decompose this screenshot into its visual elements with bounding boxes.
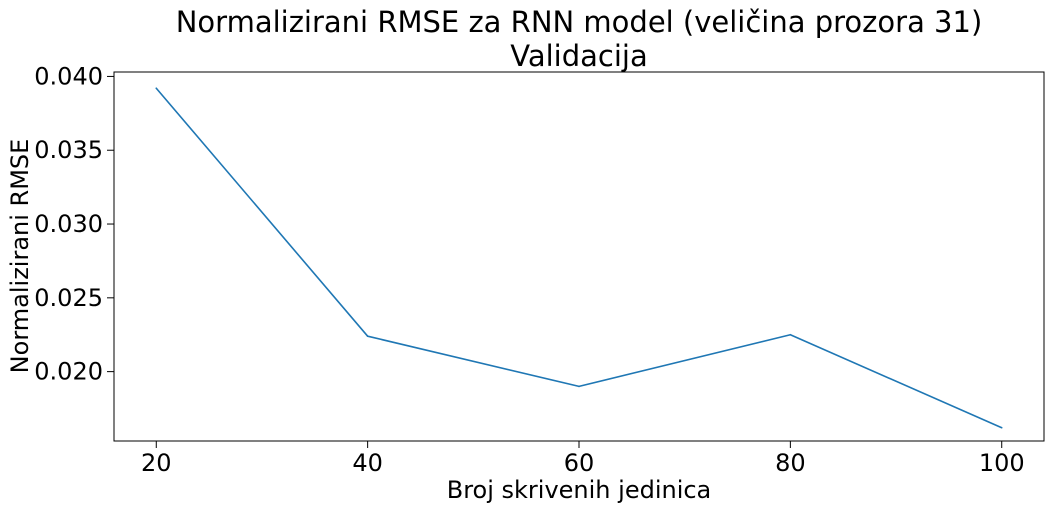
y-tick-label: 0.040 (34, 62, 103, 90)
data-point (366, 335, 369, 338)
data-point (789, 333, 792, 336)
chart-subtitle: Validacija (510, 39, 647, 73)
data-point (578, 385, 580, 388)
series-line (155, 87, 1003, 429)
y-tick-label: 0.035 (34, 136, 103, 164)
y-tick-label: 0.030 (34, 210, 103, 238)
chart-title: Normalizirani RMSE za RNN model (veličin… (176, 5, 983, 39)
x-tick-label: 80 (775, 449, 806, 477)
data-point (155, 87, 158, 90)
x-tick-label: 20 (141, 449, 172, 477)
x-tick-label: 40 (352, 449, 383, 477)
y-axis-label: Normalizirani RMSE (6, 139, 34, 374)
y-tick-label: 0.020 (34, 358, 103, 386)
x-axis-label: Broj skrivenih jedinica (447, 476, 712, 504)
y-axis-ticks: 0.020 0.025 0.030 0.035 0.040 (34, 62, 114, 386)
data-point (1000, 426, 1003, 429)
x-tick-label: 100 (979, 449, 1025, 477)
x-axis-ticks: 20 40 60 80 100 (141, 441, 1025, 477)
x-tick-label: 60 (564, 449, 595, 477)
series-layer (155, 87, 1003, 429)
y-tick-label: 0.025 (34, 284, 103, 312)
